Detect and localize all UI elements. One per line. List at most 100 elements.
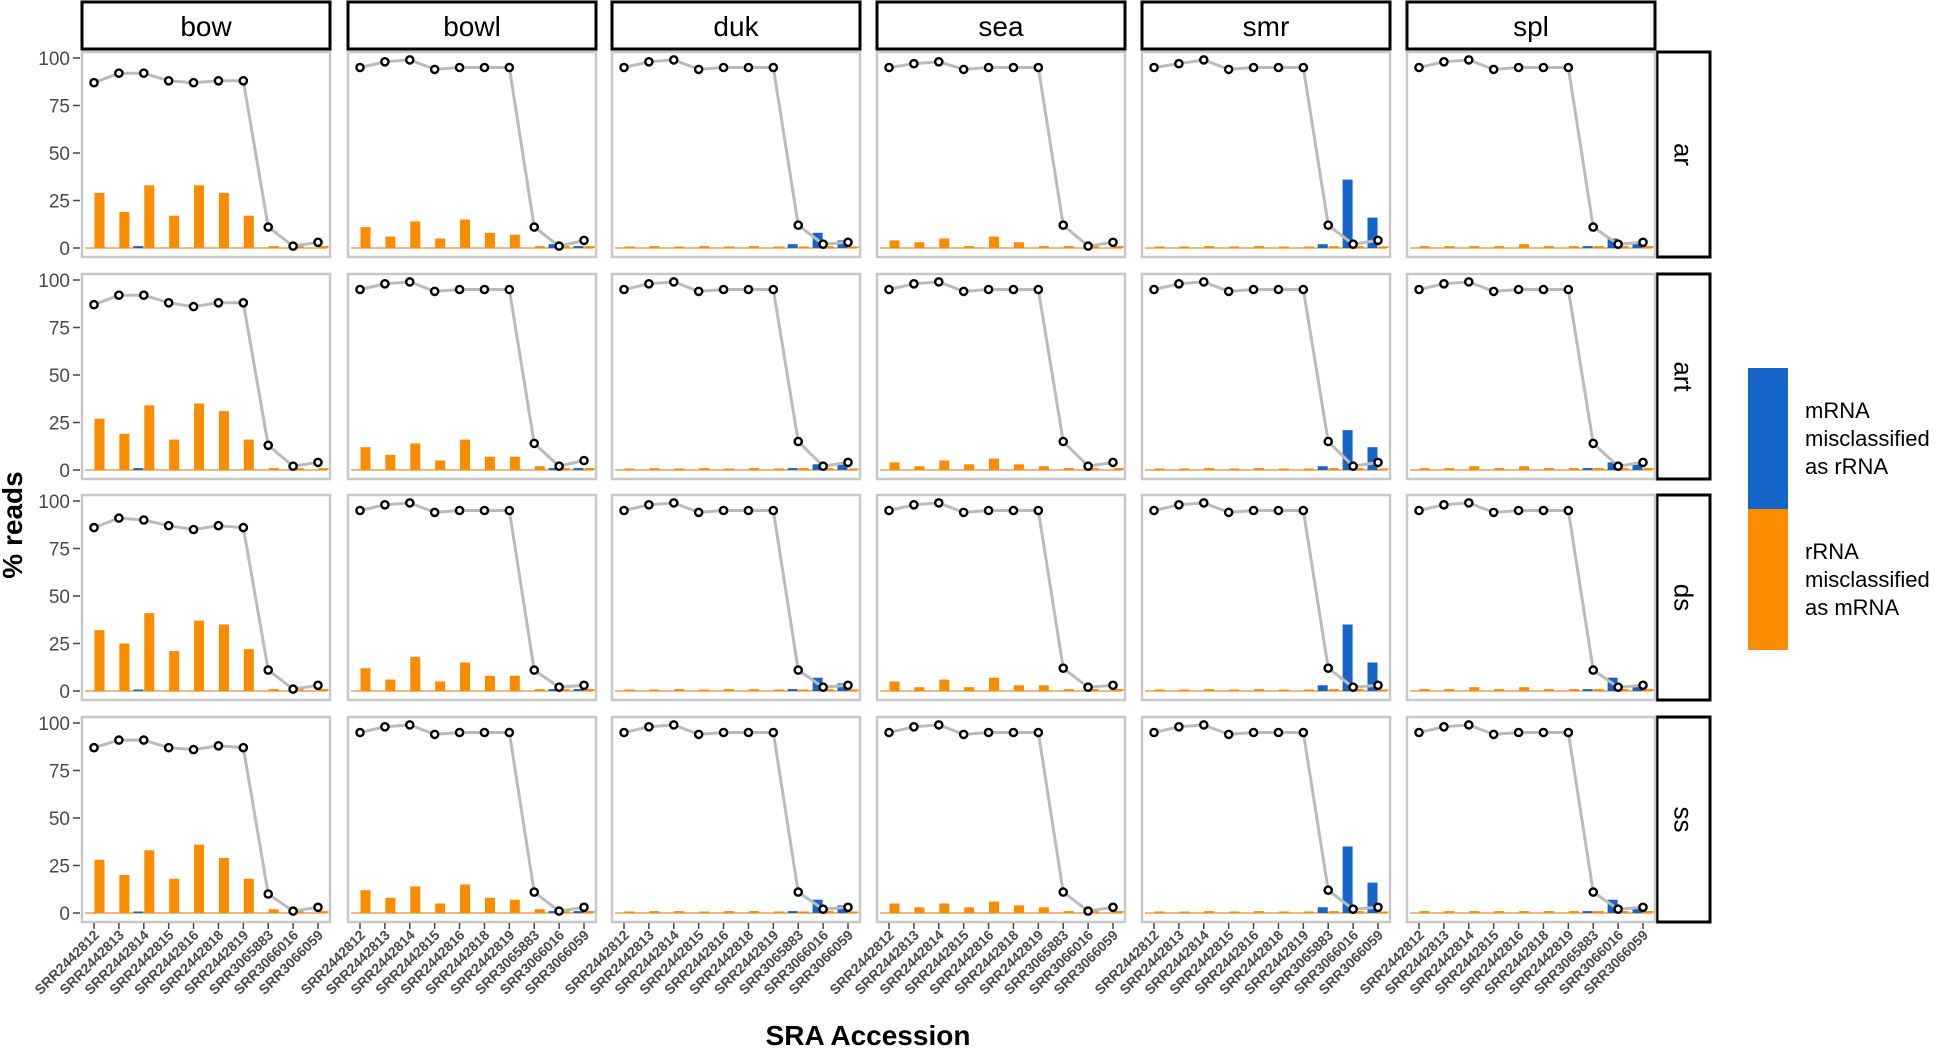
point-spl-ar-4	[1513, 62, 1524, 73]
point-smr-ds-0	[1149, 505, 1159, 516]
bar-rrna-smr-ss-8	[1353, 911, 1364, 913]
point-bow-ss-1	[114, 735, 124, 745]
bar-rrna-smr-art-6	[1303, 468, 1314, 470]
point-sea-ss-7	[1058, 887, 1069, 897]
point-sea-ar-5	[1008, 62, 1019, 73]
series-line-bow-ds	[93, 516, 319, 691]
bar-mrna-smr-ss-7	[1317, 907, 1328, 913]
bar-rrna-duk-art-0	[624, 468, 635, 470]
panel-bow-ar	[80, 50, 332, 259]
bar-rrna-bow-ss-8	[293, 911, 304, 913]
point-spl-ar-5	[1538, 62, 1549, 73]
series-line-spl-art	[1418, 280, 1644, 468]
point-spl-art-7	[1588, 438, 1599, 449]
bar-rrna-duk-ar-6	[773, 246, 784, 248]
bar-rrna-bowl-art-5	[484, 456, 495, 470]
bar-mrna-duk-art-7	[787, 468, 798, 470]
bar-rrna-sea-ss-4	[989, 901, 1000, 913]
y-tick-label: 0	[59, 461, 70, 482]
strip-top-label: bow	[180, 11, 232, 42]
point-sea-ss-5	[1008, 727, 1019, 738]
panel-bowl-ss	[346, 715, 598, 924]
bar-rrna-duk-ar-3	[699, 246, 710, 248]
point-smr-ss-3	[1223, 729, 1234, 740]
point-sea-art-6	[1033, 284, 1044, 295]
bar-rrna-smr-art-2	[1204, 468, 1215, 470]
point-smr-ar-2	[1198, 55, 1209, 65]
bar-rrna-duk-art-3	[699, 468, 710, 470]
point-duk-ss-8	[818, 904, 828, 915]
bar-rrna-smr-art-7	[1328, 468, 1339, 470]
point-smr-ss-0	[1149, 727, 1159, 738]
bar-mrna-bowl-art-8	[548, 468, 559, 470]
series-line-sea-ss	[888, 723, 1114, 913]
point-duk-art-0	[619, 284, 629, 295]
point-bow-art-0	[89, 299, 99, 310]
point-smr-ds-2	[1198, 498, 1209, 508]
point-sea-ds-5	[1008, 505, 1019, 516]
strip-top-bowl	[346, 0, 598, 51]
bar-rrna-spl-ar-4	[1519, 244, 1530, 248]
point-smr-ss-8	[1348, 904, 1358, 915]
point-duk-ds-0	[619, 505, 629, 516]
bar-rrna-smr-ss-9	[1378, 911, 1389, 913]
bar-rrna-sea-ss-2	[939, 903, 950, 913]
series-line-smr-ar	[1153, 58, 1379, 246]
point-smr-ss-5	[1273, 727, 1284, 738]
point-spl-ar-3	[1488, 64, 1499, 75]
strip-top-label: sea	[978, 11, 1024, 42]
bar-rrna-sea-ds-3	[964, 687, 975, 691]
point-sea-art-0	[884, 284, 894, 295]
point-smr-ar-3	[1223, 64, 1234, 75]
bar-rrna-spl-ss-1	[1444, 911, 1455, 913]
point-sea-ss-3	[958, 729, 969, 740]
bar-rrna-smr-art-8	[1353, 468, 1364, 470]
bar-rrna-smr-art-0	[1154, 468, 1165, 470]
point-bowl-ar-7	[529, 222, 540, 232]
series-line-spl-ds	[1418, 501, 1644, 689]
bar-rrna-sea-ds-4	[989, 677, 1000, 691]
bar-rrna-bowl-art-4	[460, 439, 471, 470]
bar-rrna-sea-ar-7	[1063, 246, 1074, 248]
point-bowl-ss-4	[454, 727, 465, 738]
bar-rrna-bowl-art-0	[360, 447, 371, 470]
bar-rrna-duk-ds-5	[748, 689, 759, 691]
point-spl-art-8	[1613, 461, 1623, 472]
point-spl-ds-3	[1488, 507, 1499, 518]
point-smr-art-8	[1348, 461, 1358, 472]
point-sea-ar-6	[1033, 62, 1044, 73]
point-spl-ar-1	[1439, 57, 1449, 67]
bar-rrna-duk-ss-6	[773, 911, 784, 913]
bar-rrna-bow-art-5	[218, 411, 229, 470]
y-tick-label: 50	[49, 809, 70, 830]
point-smr-ss-9	[1373, 902, 1383, 913]
bar-rrna-bow-ss-7	[268, 909, 279, 913]
legend-label: as mRNA	[1805, 595, 1899, 620]
y-tick-label: 50	[49, 366, 70, 387]
point-bow-art-9	[313, 457, 323, 468]
point-smr-ds-7	[1323, 663, 1334, 674]
bar-rrna-bowl-art-2	[410, 443, 421, 470]
legend-label: misclassified	[1805, 426, 1930, 451]
point-bow-art-6	[238, 297, 249, 308]
point-spl-art-1	[1439, 278, 1449, 289]
point-smr-art-5	[1273, 284, 1284, 295]
bar-rrna-spl-ar-2	[1469, 246, 1480, 248]
bar-rrna-sea-ds-8	[1088, 689, 1099, 691]
bar-rrna-bow-ss-0	[94, 859, 105, 913]
bar-rrna-bowl-ar-7	[534, 246, 545, 248]
point-bow-ar-0	[89, 77, 99, 88]
strip-top-label: bowl	[443, 11, 501, 42]
bar-rrna-smr-ar-7	[1328, 246, 1339, 248]
point-bowl-art-7	[529, 438, 540, 449]
bar-rrna-bowl-ds-9	[584, 689, 595, 691]
strip-right-label: ss	[1669, 807, 1699, 833]
bar-mrna-spl-art-9	[1632, 464, 1643, 470]
bar-rrna-bowl-art-9	[584, 468, 595, 470]
bar-rrna-sea-ar-8	[1088, 246, 1099, 248]
point-duk-art-1	[644, 278, 654, 289]
point-bow-ds-5	[213, 520, 224, 531]
bar-rrna-duk-ss-5	[748, 911, 759, 913]
bar-rrna-smr-ar-3	[1229, 246, 1240, 248]
panel-spl-ss	[1405, 715, 1657, 924]
